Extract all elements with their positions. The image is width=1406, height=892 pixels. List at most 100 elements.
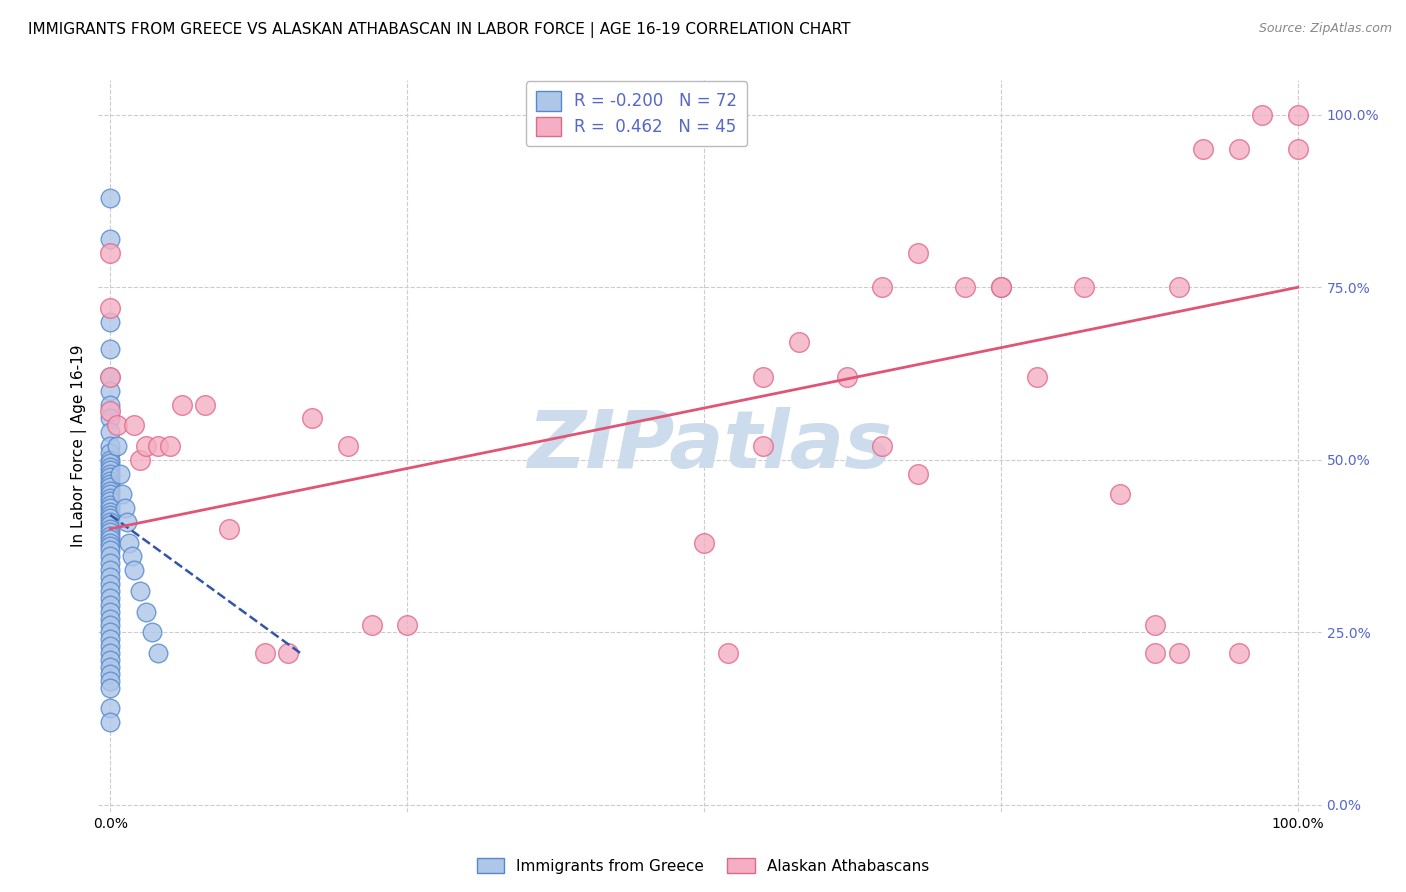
Point [98, 549, 121, 564]
Point [98, 456, 121, 470]
Point [98, 646, 121, 660]
Point [360, 618, 382, 632]
Point [98, 191, 121, 205]
Point [98, 245, 121, 260]
Point [98, 570, 121, 584]
Point [98, 370, 121, 384]
Point [98, 494, 121, 508]
Point [98, 370, 121, 384]
Point [907, 467, 929, 481]
Point [98, 470, 121, 484]
Point [98, 463, 121, 477]
Point [98, 522, 121, 536]
Point [218, 522, 240, 536]
Point [98, 487, 121, 501]
Point [98, 483, 121, 498]
Point [111, 487, 134, 501]
Point [717, 646, 740, 660]
Point [787, 335, 810, 350]
Point [98, 625, 121, 640]
Point [98, 583, 121, 598]
Point [98, 701, 121, 715]
Point [114, 501, 136, 516]
Point [98, 563, 121, 577]
Point [146, 439, 169, 453]
Point [98, 577, 121, 591]
Text: Source: ZipAtlas.com: Source: ZipAtlas.com [1258, 22, 1392, 36]
Point [135, 605, 157, 619]
Point [98, 542, 121, 557]
Point [907, 245, 929, 260]
Point [98, 681, 121, 695]
Point [1168, 280, 1191, 294]
Point [98, 515, 121, 529]
Point [98, 498, 121, 512]
Point [1108, 487, 1130, 501]
Point [1286, 142, 1309, 156]
Point [98, 459, 121, 474]
Point [121, 549, 143, 564]
Point [1168, 646, 1191, 660]
Point [1227, 646, 1250, 660]
Legend: Immigrants from Greece, Alaskan Athabascans: Immigrants from Greece, Alaskan Athabasc… [471, 852, 935, 880]
Point [98, 618, 121, 632]
Point [98, 525, 121, 540]
Legend: R = -0.200   N = 72, R =  0.462   N = 45: R = -0.200 N = 72, R = 0.462 N = 45 [526, 81, 748, 146]
Point [107, 418, 129, 433]
Point [98, 591, 121, 605]
Point [98, 315, 121, 329]
Point [98, 343, 121, 357]
Point [1192, 142, 1215, 156]
Point [98, 511, 121, 525]
Point [194, 398, 217, 412]
Point [835, 370, 858, 384]
Point [870, 439, 893, 453]
Point [1251, 108, 1274, 122]
Point [98, 653, 121, 667]
Point [115, 515, 138, 529]
Point [1144, 618, 1167, 632]
Point [98, 501, 121, 516]
Point [107, 439, 129, 453]
Point [135, 439, 157, 453]
Point [98, 467, 121, 481]
Point [301, 411, 323, 425]
Point [98, 539, 121, 553]
Point [98, 404, 121, 418]
Point [146, 646, 169, 660]
Point [98, 446, 121, 460]
Point [98, 673, 121, 688]
Point [752, 439, 775, 453]
Point [990, 280, 1012, 294]
Point [118, 535, 141, 549]
Point [98, 398, 121, 412]
Point [98, 232, 121, 246]
Point [990, 280, 1012, 294]
Point [253, 646, 276, 660]
Point [336, 439, 359, 453]
Point [98, 477, 121, 491]
Point [98, 518, 121, 533]
Point [870, 280, 893, 294]
Point [277, 646, 299, 660]
Point [98, 439, 121, 453]
Point [159, 439, 181, 453]
Point [129, 583, 152, 598]
Point [141, 625, 163, 640]
Point [98, 714, 121, 729]
Point [98, 605, 121, 619]
Point [98, 411, 121, 425]
Point [122, 563, 145, 577]
Point [98, 508, 121, 522]
Point [98, 301, 121, 315]
Point [98, 632, 121, 647]
Point [98, 535, 121, 549]
Point [98, 557, 121, 571]
Point [98, 660, 121, 674]
Point [752, 370, 775, 384]
Point [396, 618, 419, 632]
Point [98, 598, 121, 612]
Y-axis label: In Labor Force | Age 16-19: In Labor Force | Age 16-19 [72, 344, 87, 548]
Point [98, 491, 121, 505]
Point [98, 532, 121, 546]
